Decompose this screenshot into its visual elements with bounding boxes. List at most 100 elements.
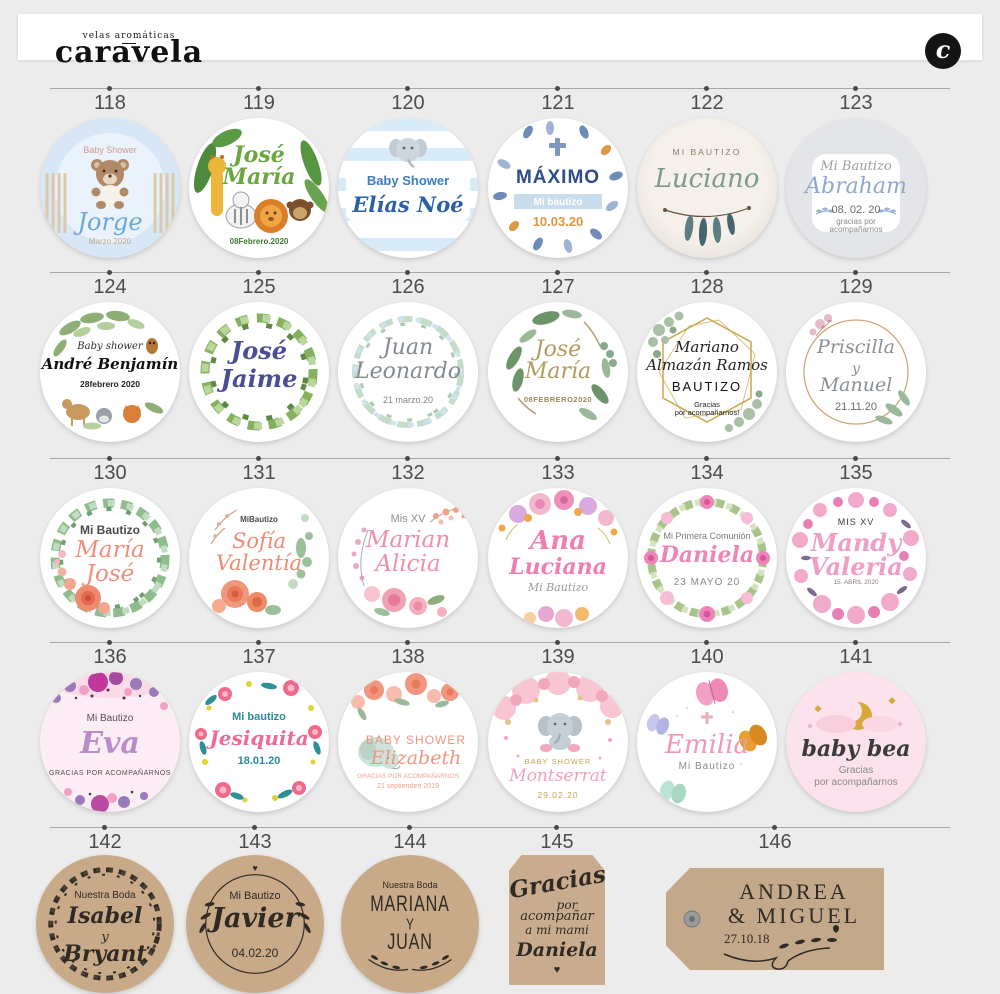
label-name: Elizabeth: [370, 747, 462, 769]
label-thanks: GRACIAS POR ACOMPAÑARNOS: [49, 770, 171, 777]
label-name-line1: José: [233, 142, 285, 168]
item-number: 130: [93, 462, 127, 484]
label-thanks-line2: por acompañarnos!: [674, 408, 740, 417]
header-band: velas aromáticas caravela c: [18, 14, 982, 69]
label-name-line2: Valentía: [215, 551, 303, 575]
item-number: 136: [93, 646, 127, 668]
label-name: MÁXIMO: [515, 167, 601, 188]
label-name-line1: Marian: [365, 527, 451, 553]
elephant-pink-florals-graphic: [492, 672, 624, 760]
frame-laurel-graphic: [812, 154, 900, 232]
label-name-line3: Manuel: [819, 374, 893, 396]
row-divider: [50, 642, 950, 643]
label-120-elias-noe: Baby Shower Elías Noé: [338, 118, 478, 258]
label-thanks-line1: Gracias: [694, 400, 720, 409]
label-133-ana-luciana: Ana Luciana Mi Bautizo: [488, 488, 628, 628]
pink-green-wreath-graphic: [644, 495, 770, 622]
item-number: 121: [541, 92, 575, 114]
label-top-text: Baby Shower: [83, 145, 137, 155]
label-sub-text: Mi Bautizo: [678, 761, 736, 772]
label-144-mariana-juan: Nuestra Boda MARIANA Y JUAN: [341, 855, 479, 993]
pin-dot: [405, 456, 410, 461]
label-118-jorge: Baby Shower Jorge Marzo 2020: [40, 118, 180, 258]
label-thanks-line2: acompañarnos: [829, 225, 883, 234]
gold-hexagon-frame-graphic: [648, 311, 763, 432]
pin-dot: [704, 456, 709, 461]
feathers-string-graphic: [663, 206, 751, 246]
label-name-line2: y: [101, 930, 109, 945]
label-thanks-line2: por acompañarnos: [814, 777, 898, 788]
label-name-line1: Priscilla: [817, 336, 895, 358]
label-name: Eva: [80, 726, 140, 761]
label-sub-text: Mi Bautizo: [527, 581, 589, 594]
label-125-jose-jaime: José Jaime: [189, 302, 329, 442]
gold-ring-florals-graphic: [803, 314, 910, 425]
label-top-text: Mi Bautizo: [820, 159, 892, 174]
pin-dot: [853, 270, 858, 275]
label-name: Jesiquita: [209, 726, 309, 750]
heart-ornament: ♥: [553, 964, 561, 976]
label-top-text: Mi Primera Comunión: [663, 531, 751, 541]
pin-dot: [107, 456, 112, 461]
colorful-flower-wreath-graphic: [195, 680, 322, 803]
label-top-text: Nuestra Boda: [382, 880, 438, 890]
top-flower-row-graphic: [498, 490, 618, 627]
item-number: 142: [88, 831, 122, 853]
butterflies-graphic: [646, 678, 768, 804]
item-number: 127: [541, 276, 575, 298]
label-name-line2: y: [852, 361, 860, 377]
pin-dot: [407, 825, 412, 830]
label-name-line2: Alicia: [375, 551, 441, 577]
tag-name-line1: ANDREA: [739, 879, 849, 904]
brand-logo: caravela: [54, 35, 204, 70]
pin-dot: [853, 640, 858, 645]
woodland-animals-graphic: [53, 310, 164, 430]
label-130-maria-jose: Mi Bautizo María José: [40, 488, 180, 628]
row-divider: [50, 827, 950, 828]
pin-dot: [704, 86, 709, 91]
item-number: 137: [242, 646, 276, 668]
pin-dot: [256, 270, 261, 275]
label-top-text: Mi bautizo: [232, 711, 286, 723]
label-date: 18.01.20: [237, 755, 281, 767]
label-name-line1: MARIANA: [370, 892, 450, 917]
label-date: 08FEBRERO2020: [523, 395, 593, 404]
label-136-eva: Mi Bautizo Eva GRACIAS POR ACOMPAÑARNOS: [40, 672, 180, 812]
pin-dot: [256, 86, 261, 91]
label-name: Montserrat: [509, 766, 607, 786]
row-divider: [50, 272, 950, 273]
label-date: 21 marzo.20: [382, 395, 434, 405]
pin-dot: [256, 640, 261, 645]
tag-line2: por: [556, 898, 578, 912]
label-129-priscilla-manuel: Priscilla y Manuel 21.11.20: [786, 302, 926, 442]
label-date: 21.11.20: [834, 401, 877, 413]
watercolor-wreath-graphic: [352, 316, 464, 428]
label-date: 08. 02. 20: [831, 204, 881, 216]
label-top-text: Baby Shower: [366, 173, 450, 188]
label-name-line1: María: [75, 537, 145, 563]
label-127-jose-maria: José María 08FEBRERO2020: [488, 302, 628, 442]
pink-blossom-ring-graphic: [792, 492, 919, 624]
blue-leaf-wreath-cross-graphic: [493, 121, 623, 253]
label-145-daniela-tag: Gracias por acompañar a mi mami Daniela …: [509, 855, 605, 985]
pin-dot: [555, 270, 560, 275]
label-140-emilia: Emilia Mi Bautizo: [637, 672, 777, 812]
brand-monogram-badge: c: [925, 33, 961, 69]
item-number: 120: [391, 92, 425, 114]
item-number: 145: [540, 831, 574, 853]
kraft-ring-leaves-graphic: [199, 874, 311, 974]
label-139-montserrat: BABY SHOWER Montserrat 29.02.20: [488, 672, 628, 812]
label-name-line2: Luciana: [509, 554, 607, 580]
item-number: 125: [242, 276, 276, 298]
label-date: 08Febrero.2020: [229, 237, 289, 246]
label-event: BAUTIZO: [671, 379, 743, 394]
label-146-andrea-miguel-tag: ANDREA & MIGUEL 27.10.18: [666, 868, 884, 970]
label-top-text: BABY SHOWER: [365, 733, 467, 747]
label-name-line1: José: [230, 336, 288, 365]
label-name: Javier: [211, 903, 299, 934]
label-123-abraham: Mi Bautizo Abraham 08. 02. 20 gracias po…: [786, 118, 926, 258]
teddy-bear-graphic: [45, 133, 175, 243]
label-name-line2: María: [222, 164, 296, 190]
item-number: 123: [839, 92, 873, 114]
